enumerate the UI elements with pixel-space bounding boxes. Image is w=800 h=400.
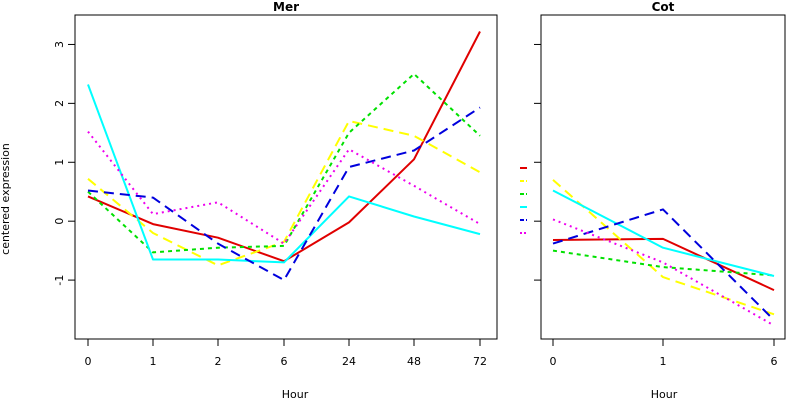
y-tick-label: 0: [53, 218, 66, 225]
series-line-4: [552, 189, 775, 277]
x-tick-label: 0: [550, 355, 557, 368]
y-tick-label: 2: [53, 100, 66, 107]
panel-cot: Cot 0 1 6 Hour: [534, 0, 786, 400]
series-line-1: [87, 31, 481, 263]
series-line-5: [87, 106, 481, 282]
y-axis-title: centered expression: [0, 143, 12, 255]
y-tick-label: 3: [53, 41, 66, 48]
series-line-2: [87, 120, 481, 267]
series-line-3: [552, 249, 775, 277]
y-tick-label: 1: [53, 159, 66, 166]
series-line-6: [87, 130, 481, 245]
x-tick-label: 0: [85, 355, 92, 368]
x-tick-label: 24: [342, 355, 356, 368]
series-line-4: [87, 84, 481, 264]
plot-frame: [74, 14, 498, 340]
series-line-6: [552, 218, 775, 327]
x-tick-label: 6: [281, 355, 288, 368]
x-axis-title: Hour: [651, 388, 678, 400]
x-tick-label: 2: [215, 355, 222, 368]
x-tick-label: 72: [473, 355, 487, 368]
series-line-5: [552, 208, 775, 321]
series-line-3: [87, 72, 481, 254]
x-tick-label: 6: [771, 355, 778, 368]
panel-title: Cot: [652, 0, 675, 14]
x-axis-title: Hour: [282, 388, 309, 400]
series-line-2: [552, 179, 775, 316]
x-tick-label: 48: [407, 355, 421, 368]
series-line-1: [552, 237, 775, 292]
x-tick-label: 1: [660, 355, 667, 368]
panel-mer: Mer -1 0 1 2 3 0 1 2 6 24 48 72 Hour: [53, 0, 498, 400]
x-tick-label: 1: [150, 355, 157, 368]
plot-frame: [540, 14, 786, 340]
y-tick-label: -1: [53, 275, 66, 286]
panel-title: Mer: [273, 0, 299, 14]
